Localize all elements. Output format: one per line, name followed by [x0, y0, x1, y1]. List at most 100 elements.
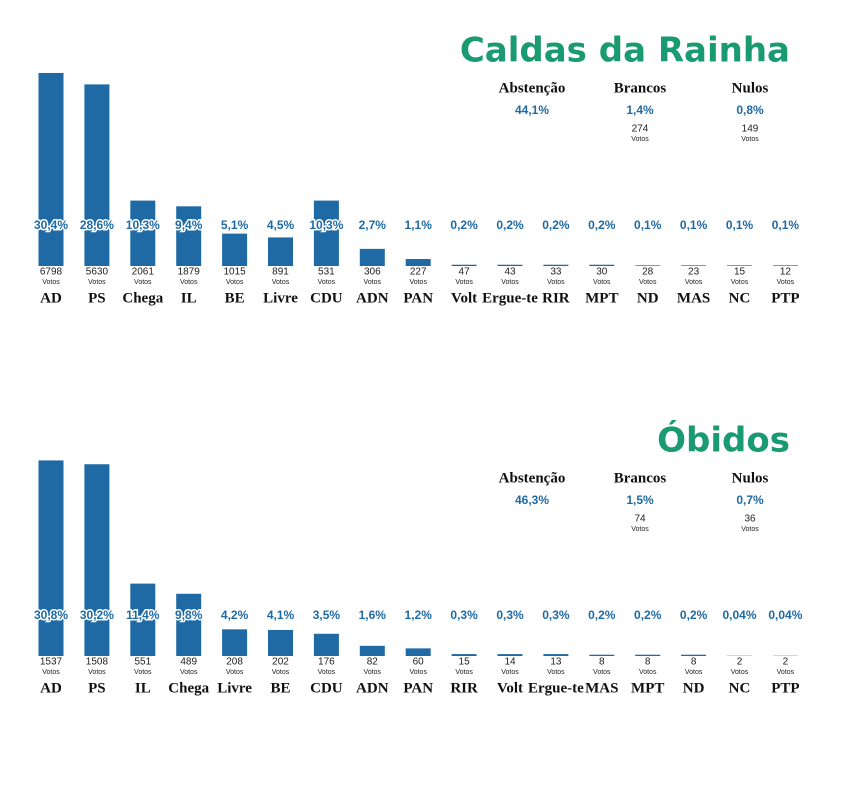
value-label: 30,4%: [34, 218, 68, 232]
votes-unit: Votos: [226, 279, 244, 286]
votes-unit: Votos: [272, 669, 290, 676]
votes: 208: [226, 657, 243, 668]
bar: [635, 265, 661, 266]
category-label: ADN: [356, 680, 389, 696]
stat-label: Abstenção: [499, 470, 566, 486]
value-label: 9,4%: [175, 218, 203, 232]
bar: [451, 654, 477, 656]
votes-unit: Votos: [272, 279, 290, 286]
category-label: PAN: [403, 680, 433, 696]
bar: [38, 72, 64, 267]
stat-votes-unit: Votos: [631, 136, 649, 143]
bar: [130, 583, 156, 656]
category-label: MPT: [631, 680, 664, 696]
value-label: 1,6%: [359, 608, 387, 622]
bar: [727, 265, 752, 266]
stat-votes-unit: Votos: [631, 526, 649, 533]
votes-unit: Votos: [134, 669, 152, 676]
votes: 8: [691, 657, 697, 668]
value-label: 3,5%: [313, 608, 341, 622]
bar: [176, 206, 202, 266]
bar: [84, 464, 110, 656]
votes-unit: Votos: [409, 279, 427, 286]
bar: [359, 248, 385, 266]
value-label: 0,3%: [450, 608, 478, 622]
votes-unit: Votos: [547, 279, 565, 286]
bar: [222, 233, 248, 266]
votes-unit: Votos: [88, 279, 106, 286]
votes-unit: Votos: [226, 669, 244, 676]
value-label: 0,2%: [634, 608, 662, 622]
votes: 30: [596, 267, 608, 278]
stat-value: 44,1%: [515, 103, 549, 117]
votes-unit: Votos: [593, 669, 611, 676]
category-label: AD: [40, 290, 62, 306]
category-label: CDU: [310, 290, 343, 306]
stat-value: 1,4%: [626, 103, 654, 117]
category-label: RIR: [450, 680, 478, 696]
bar: [681, 654, 707, 656]
chart-title: Óbidos: [657, 420, 790, 461]
category-label: ADN: [356, 290, 389, 306]
stat-value: 46,3%: [515, 493, 549, 507]
category-label: PTP: [771, 290, 799, 306]
votes-unit: Votos: [777, 279, 795, 286]
votes: 1879: [178, 267, 201, 278]
category-label: BE: [270, 680, 290, 696]
value-label: 0,2%: [680, 608, 708, 622]
bar: [681, 265, 707, 266]
chart-title: Caldas da Rainha: [460, 31, 790, 71]
value-label: 30,2%: [80, 608, 114, 622]
votes: 176: [318, 657, 335, 668]
category-label: AD: [40, 680, 62, 696]
votes: 33: [550, 267, 562, 278]
value-label: 0,1%: [680, 218, 708, 232]
category-label: MPT: [585, 290, 618, 306]
votes-unit: Votos: [685, 279, 703, 286]
votes-unit: Votos: [685, 669, 703, 676]
bar: [497, 264, 523, 266]
value-label: 9,8%: [175, 608, 203, 622]
value-label: 0,3%: [496, 608, 524, 622]
votes-unit: Votos: [364, 669, 382, 676]
votes-unit: Votos: [318, 279, 336, 286]
category-label: Livre: [263, 290, 298, 306]
votes-unit: Votos: [180, 279, 198, 286]
bar: [772, 265, 798, 266]
category-label: PTP: [771, 680, 799, 696]
value-label: 28,6%: [80, 218, 114, 232]
votes-unit: Votos: [180, 669, 198, 676]
stat-votes: 74: [634, 514, 646, 525]
votes-unit: Votos: [134, 279, 152, 286]
votes-unit: Votos: [409, 669, 427, 676]
category-label: NC: [729, 290, 751, 306]
votes: 2061: [132, 267, 155, 278]
value-label: 1,1%: [405, 218, 433, 232]
votes-unit: Votos: [777, 669, 795, 676]
value-label: 0,2%: [542, 218, 570, 232]
votes-unit: Votos: [455, 279, 473, 286]
value-label: 0,2%: [588, 608, 616, 622]
stat-label: Nulos: [732, 80, 769, 96]
votes: 202: [272, 657, 289, 668]
votes: 6798: [40, 267, 63, 278]
votes-unit: Votos: [547, 669, 565, 676]
bar: [313, 633, 339, 656]
votes-unit: Votos: [639, 669, 657, 676]
stat-label: Brancos: [614, 80, 667, 96]
category-label: IL: [135, 680, 151, 696]
stat-votes-unit: Votos: [741, 526, 759, 533]
votes-unit: Votos: [501, 669, 519, 676]
bar: [359, 645, 385, 656]
category-label: RIR: [542, 290, 570, 306]
category-label: PAN: [403, 290, 433, 306]
category-label: IL: [181, 290, 197, 306]
votes: 2: [737, 657, 743, 668]
category-label: Livre: [217, 680, 252, 696]
value-label: 0,04%: [722, 608, 756, 622]
votes-unit: Votos: [639, 279, 657, 286]
votes: 15: [459, 657, 471, 668]
stat-value: 1,5%: [626, 493, 654, 507]
votes-unit: Votos: [42, 279, 60, 286]
